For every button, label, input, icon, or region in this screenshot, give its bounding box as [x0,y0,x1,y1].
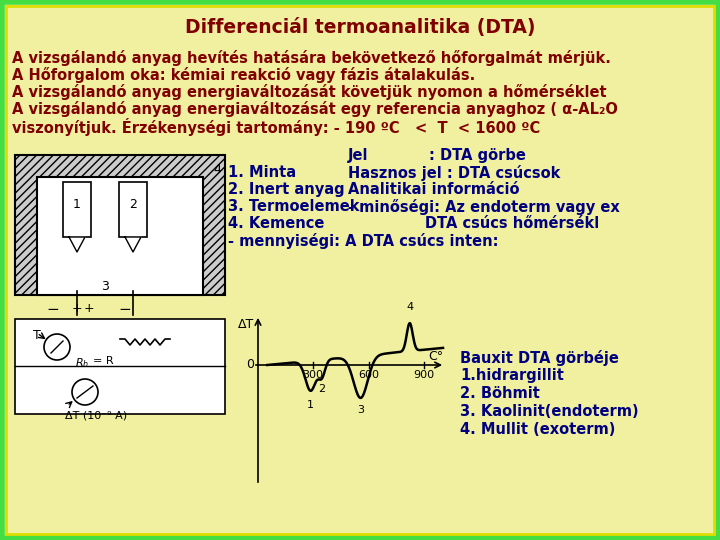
Text: Jel            : DTA görbe: Jel : DTA görbe [348,148,527,163]
Text: 0: 0 [246,359,254,372]
Text: 2. Böhmit: 2. Böhmit [460,386,540,401]
Text: 3: 3 [357,405,364,415]
Text: 1.hidrargillit: 1.hidrargillit [460,368,564,383]
Text: C°: C° [428,350,443,363]
Text: −: − [119,301,131,316]
Text: 4: 4 [213,163,221,176]
Text: 3. Kaolinit(endoterm): 3. Kaolinit(endoterm) [460,404,639,419]
Text: 4. Mullit (exoterm): 4. Mullit (exoterm) [460,422,616,437]
Text: +: + [72,302,82,315]
Text: A Hőforgalom oka: kémiai reakció vagy fázis átalakulás.: A Hőforgalom oka: kémiai reakció vagy fá… [12,67,475,83]
Text: 1. Minta: 1. Minta [228,165,296,180]
Text: Analitikai információ: Analitikai információ [348,182,520,197]
Text: - mennyiségi: A DTA csúcs inten:: - mennyiségi: A DTA csúcs inten: [228,233,498,249]
Text: 3: 3 [101,280,109,294]
Text: 4. Kemence: 4. Kemence [228,216,325,231]
Text: DTA csúcs hőmérsékl: DTA csúcs hőmérsékl [348,216,599,231]
Text: 3. Termoelemek: 3. Termoelemek [228,199,359,214]
Text: 600: 600 [359,370,379,380]
Text: 900: 900 [413,370,435,380]
Polygon shape [125,237,141,252]
Text: 2. Inert anyag: 2. Inert anyag [228,182,345,197]
Text: A vizsgálandó anyag energiaváltozását egy referencia anyaghoz ( α-AL₂O: A vizsgálandó anyag energiaváltozását eg… [12,101,618,117]
Text: viszonyítjuk. Érzékenységi tartomány: - 190 ºC   <  T  < 1600 ºC: viszonyítjuk. Érzékenységi tartomány: - … [12,118,540,136]
Text: 1: 1 [307,400,314,410]
Text: 1: 1 [73,199,81,212]
Text: 300: 300 [302,370,323,380]
Bar [63,182,91,237]
Text: A vizsgálandó anyag energiaváltozását követjük nyomon a hőmérséklet: A vizsgálandó anyag energiaváltozását kö… [12,84,607,100]
Text: Differenciál termoanalitika (DTA): Differenciál termoanalitika (DTA) [185,18,535,37]
Bar [15,319,225,414]
Bar [119,182,147,237]
Text: +: + [84,302,94,315]
Text: ΔT (10⁻⁹ A): ΔT (10⁻⁹ A) [65,411,127,421]
Circle shape [44,334,70,360]
Bar [15,155,225,295]
Text: A vizsgálandó anyag hevítés hatására bekövetkező hőforgalmát mérjük.: A vizsgálandó anyag hevítés hatására bek… [12,50,611,66]
Text: 4: 4 [406,302,413,312]
Bar [37,177,203,295]
Text: Hasznos jel : DTA csúcsok: Hasznos jel : DTA csúcsok [348,165,560,181]
Text: = R: = R [93,356,114,366]
Bar [15,155,225,295]
Text: 2: 2 [129,199,137,212]
Text: $R_b$: $R_b$ [75,356,89,370]
Text: −: − [47,301,59,316]
Circle shape [72,379,98,405]
Text: - minőségi: Az endoterm vagy ex: - minőségi: Az endoterm vagy ex [348,199,620,215]
Text: ΔT: ΔT [238,318,254,331]
Text: T: T [33,329,41,342]
Text: Bauxit DTA görbéje: Bauxit DTA görbéje [460,350,619,366]
Text: 2: 2 [318,384,325,394]
Polygon shape [69,237,85,252]
